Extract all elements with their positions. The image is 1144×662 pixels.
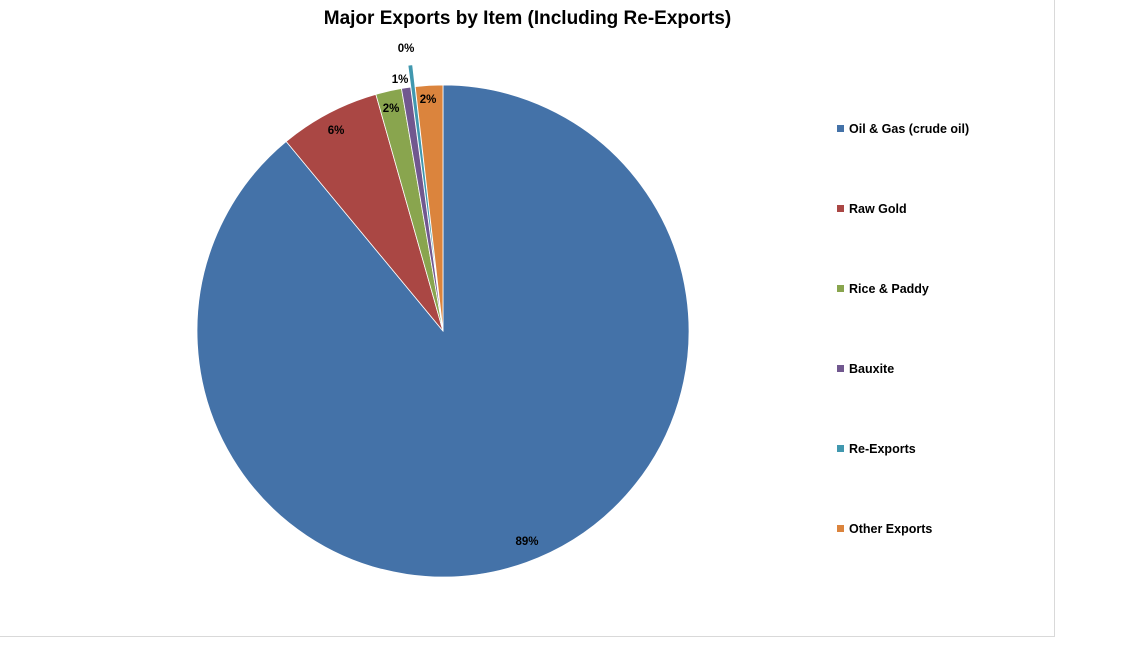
- chart-title: Major Exports by Item (Including Re-Expo…: [323, 8, 732, 29]
- legend-swatch: [837, 365, 844, 372]
- legend-label: Other Exports: [849, 522, 933, 536]
- data-label-rice-paddy: 2%: [383, 103, 400, 115]
- legend-item-bauxite: Bauxite: [837, 362, 894, 376]
- legend-label: Re-Exports: [849, 442, 916, 456]
- pie-chart: 89% 6% 2% 1% 0% 2%: [196, 43, 690, 578]
- data-label-re-exports: 0%: [398, 43, 415, 55]
- legend-swatch: [837, 205, 844, 212]
- pie-slice-other-exports: [414, 84, 444, 332]
- legend-item-raw-gold: Raw Gold: [837, 202, 907, 216]
- pie-slice-re-exports: [407, 64, 441, 310]
- data-label-raw-gold: 6%: [328, 125, 345, 137]
- legend-item-rice-paddy: Rice & Paddy: [837, 282, 929, 296]
- legend-swatch: [837, 285, 844, 292]
- legend-item-oil-gas-crude-oil: Oil & Gas (crude oil): [837, 122, 969, 136]
- data-label-other-exports: 2%: [420, 94, 437, 106]
- legend-item-re-exports: Re-Exports: [837, 442, 916, 456]
- legend-label: Oil & Gas (crude oil): [849, 122, 970, 136]
- chart-area: [0, 0, 1055, 637]
- data-label-oil-gas-crude-oil: 89%: [515, 536, 538, 548]
- legend-label: Raw Gold: [849, 202, 907, 216]
- legend-label: Bauxite: [849, 362, 895, 376]
- legend-label: Rice & Paddy: [849, 282, 929, 296]
- legend-item-other-exports: Other Exports: [837, 522, 932, 536]
- legend-swatch: [837, 445, 844, 452]
- data-label-bauxite: 1%: [392, 74, 409, 86]
- legend-swatch: [837, 525, 844, 532]
- legend-swatch: [837, 125, 844, 132]
